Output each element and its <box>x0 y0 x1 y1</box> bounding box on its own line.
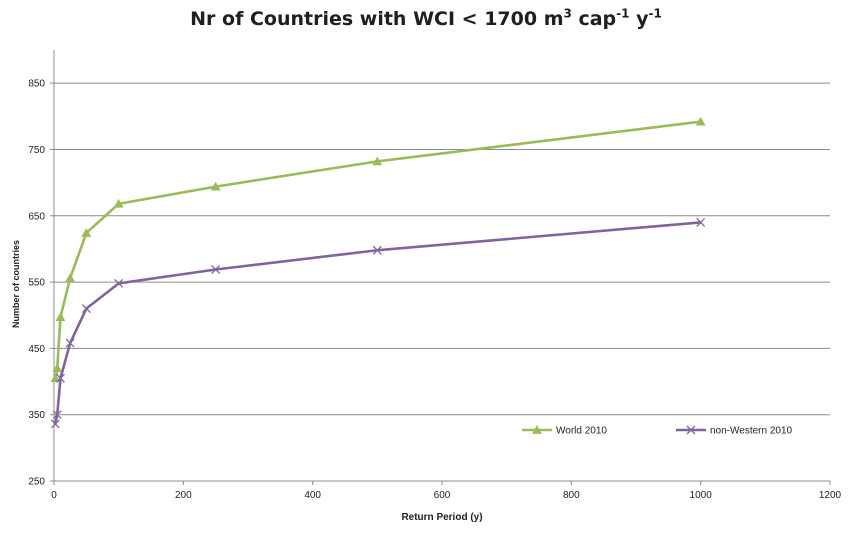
y-tick-label: 250 <box>28 477 45 488</box>
legend-marker <box>532 424 542 434</box>
marker-stroke <box>50 419 60 429</box>
x-tick-label: 1200 <box>819 490 842 501</box>
marker-stroke <box>686 425 696 435</box>
data-point <box>695 116 706 126</box>
title-exponent-y: -1 <box>648 6 662 21</box>
x-tick-label: 0 <box>51 490 57 501</box>
marker-stroke <box>114 278 124 288</box>
y-tick-label: 650 <box>28 211 45 222</box>
data-point <box>56 373 65 383</box>
data-point <box>113 198 124 208</box>
data-point <box>52 410 62 420</box>
data-point <box>372 156 383 166</box>
data-point <box>210 181 221 191</box>
data-point <box>696 217 706 227</box>
series-non-western-2010 <box>50 217 706 429</box>
data-point <box>65 273 76 282</box>
data-point <box>52 363 63 373</box>
data-point <box>55 312 66 322</box>
y-axis-label: Number of countries <box>11 240 21 328</box>
legend-label: World 2010 <box>556 426 607 437</box>
legend-label: non-Western 2010 <box>710 426 793 437</box>
title-text-cap: cap <box>571 8 617 30</box>
series-line <box>53 221 702 426</box>
marker-stroke <box>52 410 62 420</box>
y-tick-label: 550 <box>28 278 45 289</box>
title-exponent-cap: -1 <box>616 6 630 21</box>
x-tick-label: 1000 <box>690 490 713 501</box>
series-lines <box>50 116 706 429</box>
gridlines <box>54 82 830 416</box>
tick-labels: 250 350 450 550 650 750 850 0 200 400 600 800 1000 12… <box>28 79 841 501</box>
marker-stroke <box>696 217 706 227</box>
legend-item: World 2010 <box>522 424 607 437</box>
axes <box>50 50 831 485</box>
x-tick-label: 200 <box>175 490 192 501</box>
x-axis-label: Return Period (y) <box>401 512 482 523</box>
data-point <box>50 419 60 429</box>
y-tick-label: 850 <box>28 79 45 90</box>
x-tick-label: 400 <box>304 490 321 501</box>
legend-item: non-Western 2010 <box>676 426 793 437</box>
marker-stroke <box>65 338 75 348</box>
y-tick-label: 750 <box>28 145 45 156</box>
title-text: Nr of Countries with WCI < 1700 m <box>190 8 564 30</box>
data-point <box>81 227 92 237</box>
marker-stroke <box>81 304 91 314</box>
marker-stroke <box>56 373 65 383</box>
series-world-2010 <box>50 116 706 383</box>
y-tick-label: 450 <box>28 344 45 355</box>
title-text-y: y <box>629 8 649 30</box>
legend-marker <box>686 425 696 435</box>
data-point <box>50 373 61 383</box>
data-point <box>65 338 75 348</box>
data-point <box>81 304 91 314</box>
x-tick-label: 800 <box>563 490 580 501</box>
data-point <box>114 278 124 288</box>
legend: World 2010 non-Western 2010 <box>522 424 793 437</box>
x-tick-label: 600 <box>434 490 451 501</box>
title-exponent-unit: 3 <box>563 6 572 21</box>
data-point <box>211 265 221 274</box>
y-tick-label: 350 <box>28 410 45 421</box>
chart-title: Nr of Countries with WCI < 1700 m3 cap-1… <box>0 8 852 30</box>
data-point <box>372 245 382 255</box>
marker-stroke <box>372 245 382 255</box>
marker-stroke <box>211 265 221 274</box>
